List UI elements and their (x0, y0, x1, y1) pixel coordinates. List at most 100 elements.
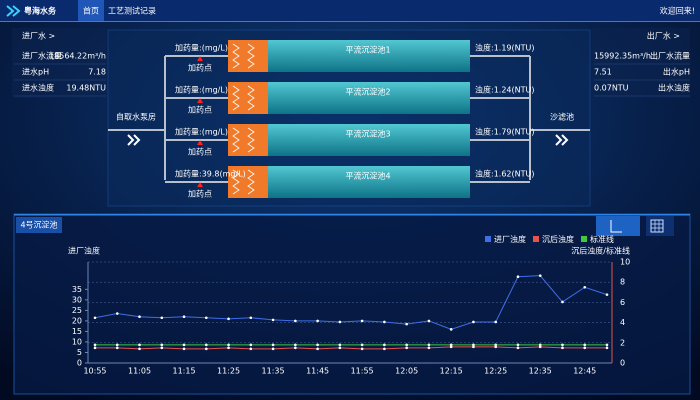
outlet-label: 出水浊度 (658, 83, 690, 93)
panel-title: 进厂水 > (22, 31, 55, 41)
data-point (205, 347, 208, 351)
data-point (449, 345, 453, 349)
data-point (316, 343, 319, 347)
series-line (94, 275, 608, 330)
arrow (127, 134, 141, 146)
x-tick-label: 11:15 (173, 367, 196, 376)
y2-axis-label: 沉后浊度/标准线 (571, 246, 630, 256)
x-tick-label: 12:45 (573, 367, 596, 376)
data-point (182, 343, 186, 347)
mixer (232, 85, 255, 111)
data-point (605, 346, 609, 350)
data-point (383, 343, 386, 347)
dose-point: 加药点 (188, 189, 212, 199)
y2-tick-label: 0 (620, 359, 625, 368)
y2-tick-label: 2 (620, 338, 625, 347)
x-tick-label: 11:45 (306, 367, 329, 376)
data-point (138, 343, 141, 347)
y-tick-label: 10 (72, 337, 82, 346)
data-point (205, 316, 208, 320)
data-point (383, 320, 386, 324)
turbidity: 浊度:1.19(NTU) (475, 43, 534, 53)
dose-marker (197, 98, 203, 103)
data-point (516, 275, 520, 279)
data-point (427, 343, 431, 347)
y-tick-label: 0 (77, 359, 82, 368)
data-point (405, 343, 408, 347)
pipe (108, 56, 590, 180)
data-point (93, 316, 97, 320)
y2-tick-label: 10 (620, 258, 630, 267)
data-point (516, 346, 520, 350)
data-point (338, 346, 342, 350)
data-point (138, 347, 141, 351)
data-point (583, 343, 587, 347)
data-point (472, 343, 475, 347)
y-tick-label: 35 (72, 285, 82, 294)
data-point (182, 315, 186, 319)
data-point (383, 347, 386, 351)
mixer (232, 43, 255, 69)
data-point (538, 345, 542, 349)
nav-item[interactable]: 首页 (83, 6, 99, 16)
dose-label: 加药量:(mg/L) (175, 127, 228, 137)
data-point (360, 319, 364, 323)
filter-label: 沙滤池 (550, 112, 574, 122)
tab: 4号沉淀池 (20, 220, 57, 230)
inlet-label: 进水pH (22, 67, 49, 77)
data-point (93, 346, 97, 350)
y-tick-label: 25 (72, 306, 82, 315)
x-tick-label: 12:15 (440, 367, 463, 376)
x-tick-label: 10:55 (83, 367, 106, 376)
data-point (227, 346, 230, 350)
data-point (316, 347, 319, 351)
legend-swatch (485, 236, 491, 242)
x-tick-label: 11:25 (217, 367, 240, 376)
y-tick-label: 20 (72, 316, 82, 325)
data-point (605, 293, 609, 296)
data-point (160, 346, 164, 350)
data-point (360, 343, 364, 347)
data-point (538, 343, 542, 347)
x-tick-label: 12:05 (395, 367, 418, 376)
outlet-value: 15992.35m³/h (594, 52, 651, 61)
tank (268, 124, 470, 156)
data-point (271, 347, 275, 351)
mixer (232, 127, 255, 153)
dose-label: 加药量:(mg/L) (175, 85, 228, 95)
x-tick-label: 12:25 (484, 367, 507, 376)
data-point (561, 343, 564, 347)
outlet-label: 出水pH (663, 67, 690, 77)
data-point (160, 343, 164, 347)
data-point (561, 346, 564, 350)
data-point (449, 343, 453, 347)
turbidity: 浊度:1.62(NTU) (475, 169, 534, 179)
tank (268, 166, 470, 198)
inlet-value: 18564.22m³/h (49, 52, 106, 61)
data-point (338, 320, 342, 324)
data-point (115, 312, 119, 315)
legend-label: 进厂浊度 (494, 234, 526, 244)
data-point (561, 300, 564, 304)
data-point (583, 346, 587, 350)
dose-marker (197, 182, 203, 187)
dose-label: 加药量:39.8(mg/L) (175, 169, 246, 179)
inlet-value: 19.48NTU (66, 84, 106, 93)
y2-tick-label: 4 (620, 318, 625, 327)
data-point (182, 347, 186, 351)
data-point (227, 317, 230, 321)
legend-swatch (581, 236, 587, 242)
legend-label: 标准线 (590, 234, 614, 244)
x-tick-label: 11:05 (128, 367, 151, 376)
legend-swatch (533, 236, 539, 242)
x-tick-label: 12:35 (529, 367, 552, 376)
dose-marker (197, 140, 203, 145)
data-point (316, 319, 319, 323)
data-point (227, 343, 230, 347)
data-point (538, 274, 542, 277)
data-point (249, 343, 253, 347)
turbidity: 浊度:1.79(NTU) (475, 127, 534, 137)
outlet-value: 0.07NTU (594, 84, 629, 93)
nav-item[interactable]: 工艺测试记录 (108, 6, 156, 16)
